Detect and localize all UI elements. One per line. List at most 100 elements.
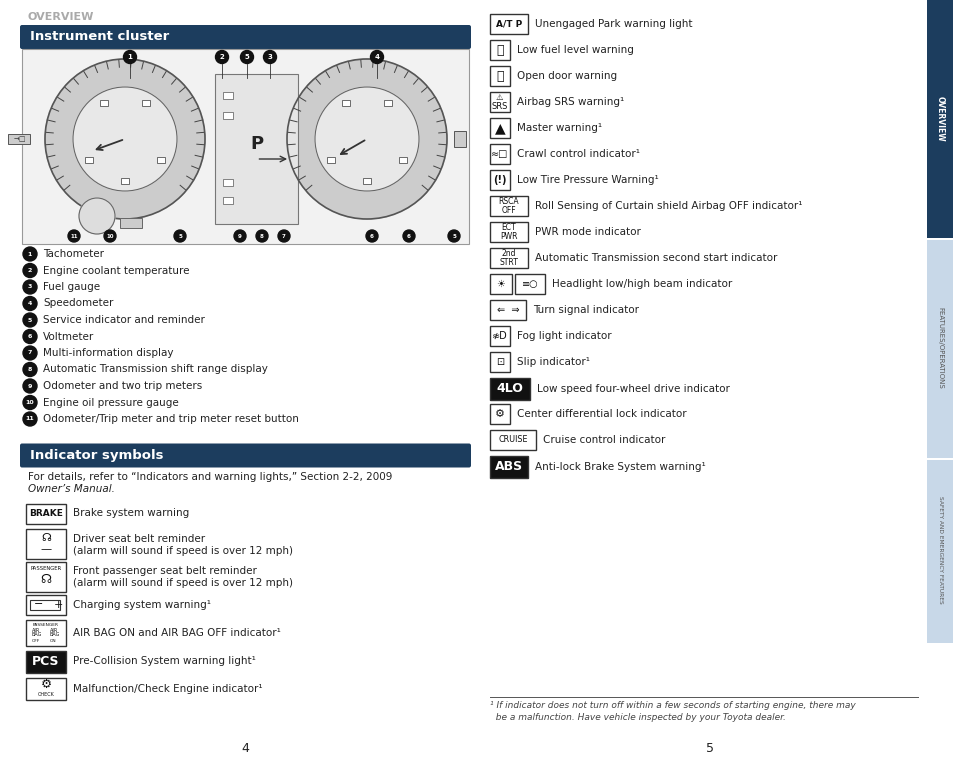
Circle shape <box>104 230 116 242</box>
Text: Tachometer: Tachometer <box>43 249 104 259</box>
Text: −: − <box>34 600 43 610</box>
Circle shape <box>23 362 37 377</box>
Text: Brake system warning: Brake system warning <box>73 509 189 519</box>
Text: ≈□: ≈□ <box>491 149 508 159</box>
Text: Anti-lock Brake System warning¹: Anti-lock Brake System warning¹ <box>535 462 705 472</box>
Text: FEATURES/OPERATIONS: FEATURES/OPERATIONS <box>937 307 943 389</box>
Bar <box>490 300 525 320</box>
Text: ☊
—: ☊ — <box>40 533 51 554</box>
Text: Indicator symbols: Indicator symbols <box>30 449 163 462</box>
Text: (alarm will sound if speed is over 12 mph): (alarm will sound if speed is over 12 mp… <box>73 545 293 555</box>
Bar <box>223 112 233 119</box>
Bar <box>384 99 392 105</box>
Text: Malfunction/Check Engine indicator¹: Malfunction/Check Engine indicator¹ <box>73 684 262 694</box>
Circle shape <box>233 230 246 242</box>
Circle shape <box>23 247 37 261</box>
Text: Speedometer: Speedometer <box>43 299 113 309</box>
Bar <box>214 74 297 224</box>
Bar <box>100 99 108 105</box>
Text: 2: 2 <box>219 54 224 60</box>
Text: 🚗: 🚗 <box>496 70 503 83</box>
Circle shape <box>79 198 115 234</box>
Bar <box>490 378 530 400</box>
Circle shape <box>402 230 415 242</box>
Text: Turn signal indicator: Turn signal indicator <box>533 305 639 315</box>
Bar <box>341 99 350 105</box>
Text: Engine coolant temperature: Engine coolant temperature <box>43 266 190 276</box>
Bar <box>399 157 407 163</box>
Circle shape <box>23 396 37 410</box>
Bar <box>30 600 60 610</box>
Circle shape <box>173 230 186 242</box>
Text: 2: 2 <box>28 268 32 273</box>
Text: Low Tire Pressure Warning¹: Low Tire Pressure Warning¹ <box>517 175 659 185</box>
Text: SAFETY AND EMERGENCY FEATURES: SAFETY AND EMERGENCY FEATURES <box>937 496 942 604</box>
Text: Unengaged Park warning light: Unengaged Park warning light <box>535 19 692 29</box>
Bar <box>26 650 66 672</box>
Text: OVERVIEW: OVERVIEW <box>28 12 94 22</box>
Circle shape <box>23 296 37 310</box>
Text: 4: 4 <box>241 743 249 756</box>
Bar <box>926 240 953 458</box>
Text: 11: 11 <box>71 234 77 238</box>
Text: ⊡: ⊡ <box>496 357 503 367</box>
Text: Open door warning: Open door warning <box>517 71 617 81</box>
Circle shape <box>240 50 253 63</box>
Text: PWR mode indicator: PWR mode indicator <box>535 227 640 237</box>
Bar <box>8 134 30 144</box>
Text: AIR
BAG: AIR BAG <box>32 627 42 637</box>
Text: Crawl control indicator¹: Crawl control indicator¹ <box>517 149 639 159</box>
Text: Center differential lock indicator: Center differential lock indicator <box>517 409 686 419</box>
Circle shape <box>263 50 276 63</box>
Bar <box>490 118 510 138</box>
Text: 6: 6 <box>370 234 374 238</box>
Text: ECT
PWR: ECT PWR <box>499 223 517 241</box>
Circle shape <box>23 264 37 277</box>
Bar <box>142 99 150 105</box>
Text: AIR
BAG: AIR BAG <box>50 627 60 637</box>
Circle shape <box>23 280 37 294</box>
Circle shape <box>68 230 80 242</box>
Text: Master warning¹: Master warning¹ <box>517 123 601 133</box>
Text: ⛽: ⛽ <box>496 44 503 57</box>
Circle shape <box>277 230 290 242</box>
Bar <box>515 274 544 294</box>
Text: (alarm will sound if speed is over 12 mph): (alarm will sound if speed is over 12 mp… <box>73 578 293 588</box>
Circle shape <box>366 230 377 242</box>
Text: 4: 4 <box>28 301 32 306</box>
Text: P: P <box>250 135 263 153</box>
Text: RSCA
OFF: RSCA OFF <box>498 197 518 215</box>
Text: Odometer/Trip meter and trip meter reset button: Odometer/Trip meter and trip meter reset… <box>43 414 298 424</box>
Text: be a malfunction. Have vehicle inspected by your Toyota dealer.: be a malfunction. Have vehicle inspected… <box>490 713 785 722</box>
Text: →□: →□ <box>14 136 27 142</box>
Text: Driver seat belt reminder: Driver seat belt reminder <box>73 533 205 543</box>
Text: Low fuel level warning: Low fuel level warning <box>517 45 633 55</box>
Bar <box>22 49 469 244</box>
Text: Roll Sensing of Curtain shield Airbag OFF indicator¹: Roll Sensing of Curtain shield Airbag OF… <box>535 201 801 211</box>
Text: ¹ If indicator does not turn off within a few seconds of starting engine, there : ¹ If indicator does not turn off within … <box>490 701 855 710</box>
Text: ☀: ☀ <box>497 279 505 289</box>
Bar <box>490 352 510 372</box>
Text: 8: 8 <box>260 234 264 238</box>
Text: (!): (!) <box>493 175 506 185</box>
Circle shape <box>123 50 136 63</box>
Bar <box>326 157 335 163</box>
Bar <box>26 620 66 646</box>
Text: Odometer and two trip meters: Odometer and two trip meters <box>43 381 202 391</box>
Text: ⚙: ⚙ <box>40 678 51 691</box>
Text: ⚠️
SRS: ⚠️ SRS <box>492 93 508 111</box>
Bar <box>26 503 66 523</box>
Text: AIR BAG ON and AIR BAG OFF indicator¹: AIR BAG ON and AIR BAG OFF indicator¹ <box>73 627 280 637</box>
Text: Service indicator and reminder: Service indicator and reminder <box>43 315 205 325</box>
Text: 10: 10 <box>106 234 113 238</box>
Bar <box>454 131 465 147</box>
Text: Airbag SRS warning¹: Airbag SRS warning¹ <box>517 97 623 107</box>
Circle shape <box>23 379 37 393</box>
Text: 6: 6 <box>28 334 32 339</box>
Circle shape <box>45 59 205 219</box>
Circle shape <box>73 87 177 191</box>
Text: ≉D: ≉D <box>492 331 507 341</box>
Bar <box>926 460 953 643</box>
Bar <box>120 218 142 228</box>
Bar <box>490 144 510 164</box>
